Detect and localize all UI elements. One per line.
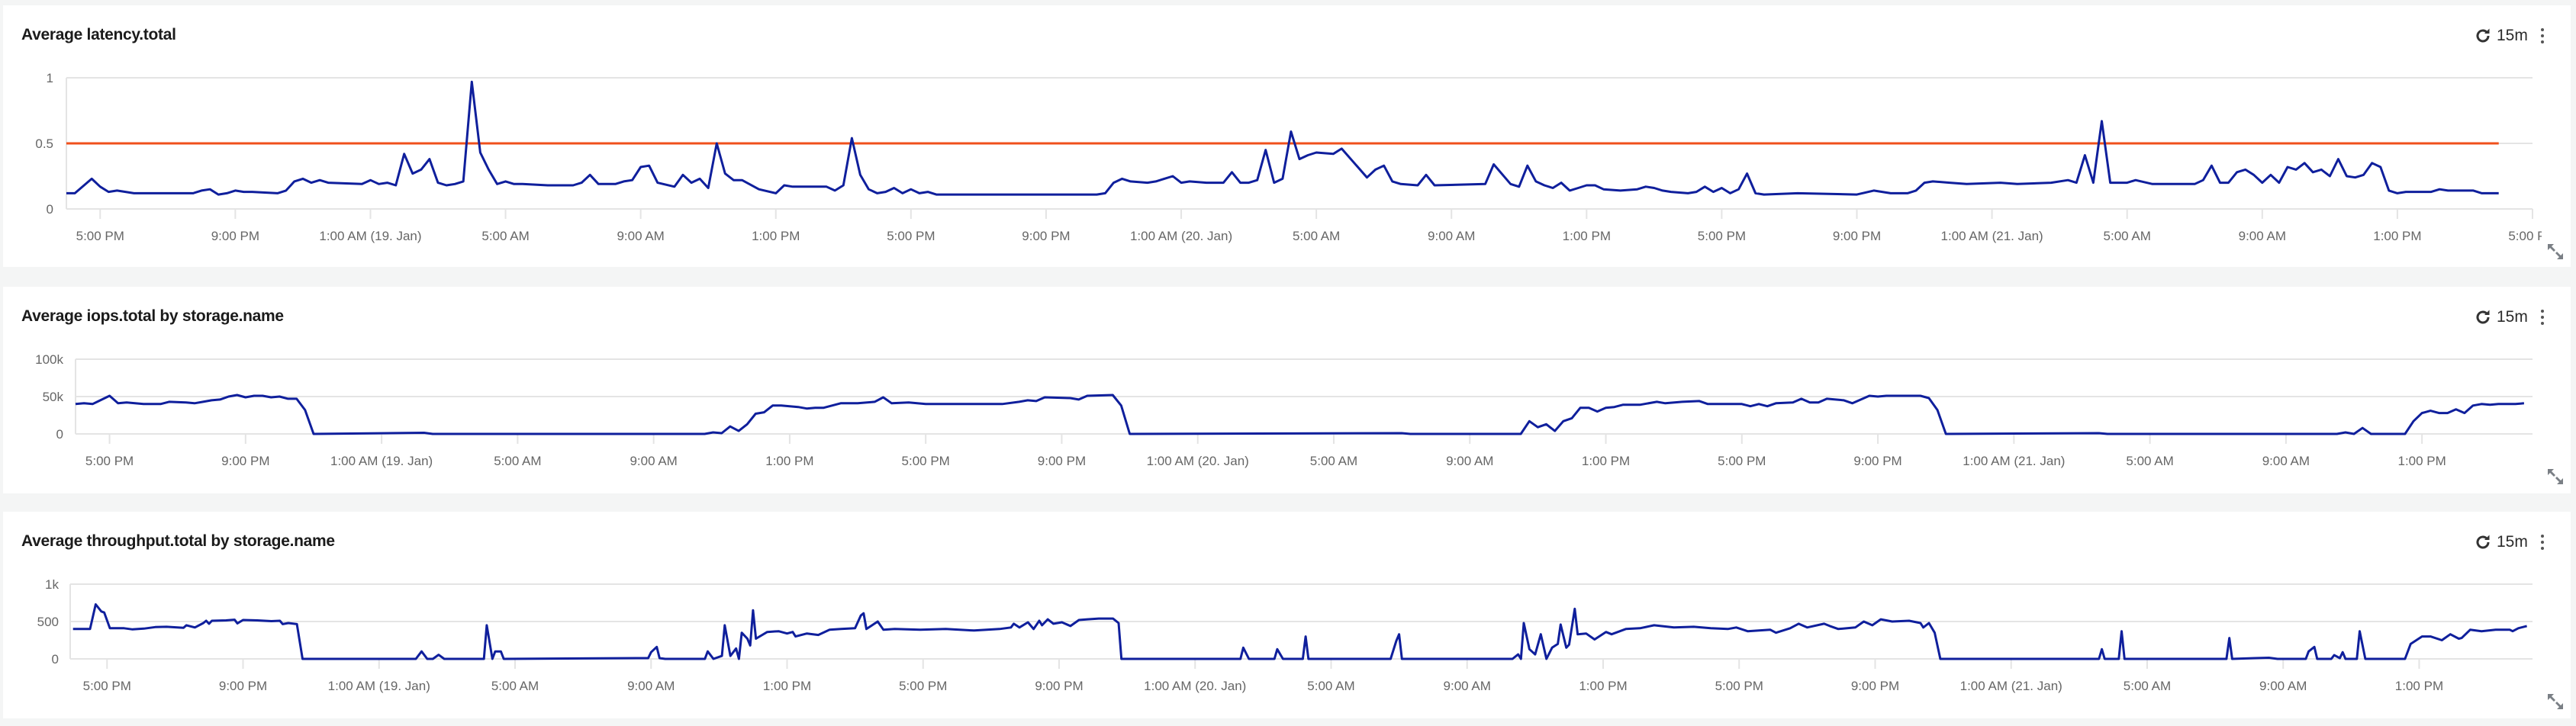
x-tick-label: 1:00 PM	[765, 454, 813, 468]
x-tick-label: 9:00 AM	[1444, 679, 1491, 693]
panel-title: Average throughput.total by storage.name	[21, 532, 335, 550]
x-tick-label: 9:00 PM	[1833, 229, 1881, 243]
panel-title: Average iops.total by storage.name	[21, 307, 284, 325]
y-tick-label: 100k	[35, 352, 63, 367]
series-line	[75, 394, 2525, 435]
x-tick-label: 5:00 AM	[1293, 229, 1340, 243]
x-tick-label: 1:00 PM	[1582, 454, 1630, 468]
x-tick-label: 1:00 AM (20. Jan)	[1147, 454, 1249, 468]
y-tick-label: 50k	[43, 390, 64, 404]
latency-chart: 00.515:00 PM 9:00 PM 1:00 AM (19. Jan) 5:00…	[35, 71, 2556, 243]
x-tick-label: 1:00 PM	[763, 679, 811, 693]
x-axis: 5:00 PM 9:00 PM 1:00 AM (19. Jan) 5:00 AM 9:…	[83, 659, 2443, 693]
series-line	[72, 603, 2527, 660]
x-tick-label: 5:00 AM	[494, 454, 541, 468]
x-tick-label: 1:00 AM (20. Jan)	[1130, 229, 1232, 243]
expand-icon[interactable]	[2545, 467, 2565, 487]
x-tick-label: 9:00 AM	[1428, 229, 1475, 243]
kebab-menu-icon[interactable]	[2539, 308, 2546, 326]
refresh-interval-button[interactable]: 15m	[2497, 27, 2528, 44]
x-tick-label: 1:00 AM (21. Jan)	[1960, 679, 2062, 693]
x-tick-label: 5:00 PM	[2508, 229, 2556, 243]
x-tick-label: 5:00 PM	[76, 229, 124, 243]
panel-controls: 15m	[2474, 532, 2546, 552]
refresh-icon[interactable]	[2474, 533, 2492, 551]
panel-title: Average latency.total	[21, 26, 176, 43]
y-tick-label: 1k	[45, 577, 59, 592]
x-tick-label: 1:00 AM (19. Jan)	[319, 229, 421, 243]
x-tick-label: 1:00 PM	[2397, 454, 2446, 468]
x-tick-label: 5:00 PM	[1715, 679, 1763, 693]
y-tick-label: 0.5	[35, 137, 53, 151]
x-tick-label: 9:00 PM	[1853, 454, 1901, 468]
x-tick-label: 9:00 PM	[1035, 679, 1083, 693]
throughput-panel: 0 500 1k 5:00 PM 9:00 PM 1:00 AM (19. Jan) 5:0…	[3, 512, 2571, 718]
x-tick-label: 9:00 AM	[2262, 454, 2310, 468]
x-tick-label: 9:00 PM	[219, 679, 267, 693]
y-tick-label: 1	[47, 71, 53, 85]
x-tick-label: 1:00 AM (19. Jan)	[328, 679, 430, 693]
x-tick-label: 1:00 PM	[2395, 679, 2443, 693]
x-tick-label: 1:00 AM (19. Jan)	[330, 454, 433, 468]
expand-icon[interactable]	[2545, 692, 2565, 712]
x-axis: 5:00 PM 9:00 PM 1:00 AM (19. Jan) 5:00 AM 9:…	[76, 209, 2556, 243]
latency-panel: 0 0.5 1 5:00 PM 9:00 PM 1:00 AM (19. Jan) 5:00…	[3, 5, 2571, 267]
x-tick-label: 5:00 AM	[481, 229, 529, 243]
x-axis: 5:00 PM 9:00 PM 1:00 AM (19. Jan) 5:00 AM 9:…	[85, 434, 2446, 468]
refresh-icon[interactable]	[2474, 27, 2492, 45]
x-tick-label: 5:00 AM	[2104, 229, 2151, 243]
x-tick-label: 5:00 AM	[1307, 679, 1354, 693]
x-tick-label: 5:00 PM	[83, 679, 131, 693]
panel-controls: 15m	[2474, 307, 2546, 327]
x-tick-label: 1:00 PM	[2373, 229, 2421, 243]
x-tick-label: 1:00 AM (20. Jan)	[1144, 679, 1246, 693]
x-tick-label: 9:00 PM	[1038, 454, 1086, 468]
x-tick-label: 9:00 AM	[1446, 454, 1493, 468]
x-tick-label: 1:00 PM	[752, 229, 800, 243]
x-tick-label: 9:00 PM	[221, 454, 269, 468]
kebab-menu-icon[interactable]	[2539, 27, 2546, 45]
x-tick-label: 1:00 PM	[1563, 229, 1611, 243]
y-tick-label: 0	[52, 652, 59, 667]
x-tick-label: 5:00 PM	[899, 679, 947, 693]
x-tick-label: 9:00 AM	[2259, 679, 2307, 693]
series-line	[66, 80, 2499, 196]
x-tick-label: 9:00 AM	[627, 679, 675, 693]
x-tick-label: 9:00 AM	[617, 229, 664, 243]
y-tick-label: 0	[56, 427, 63, 442]
refresh-icon[interactable]	[2474, 308, 2492, 326]
x-tick-label: 1:00 AM (21. Jan)	[1963, 454, 2065, 468]
panel-controls: 15m	[2474, 26, 2546, 46]
kebab-menu-icon[interactable]	[2539, 533, 2546, 551]
x-tick-label: 1:00 AM (21. Jan)	[1941, 229, 2043, 243]
x-tick-label: 5:00 AM	[2126, 454, 2173, 468]
y-tick-label: 0	[47, 202, 53, 217]
refresh-interval-button[interactable]: 15m	[2497, 308, 2528, 326]
x-tick-label: 9:00 PM	[1851, 679, 1899, 693]
x-tick-label: 9:00 PM	[1022, 229, 1070, 243]
x-tick-label: 5:00 PM	[1698, 229, 1746, 243]
x-tick-label: 5:00 PM	[902, 454, 950, 468]
x-tick-label: 1:00 PM	[1579, 679, 1627, 693]
x-tick-label: 5:00 AM	[1310, 454, 1357, 468]
x-tick-label: 5:00 PM	[1718, 454, 1766, 468]
x-tick-label: 5:00 AM	[2124, 679, 2171, 693]
expand-icon[interactable]	[2545, 242, 2565, 262]
x-tick-label: 5:00 PM	[85, 454, 134, 468]
x-tick-label: 9:00 PM	[211, 229, 259, 243]
refresh-interval-button[interactable]: 15m	[2497, 533, 2528, 551]
x-tick-label: 9:00 AM	[630, 454, 677, 468]
iops-panel: 0 50k 100k 5:00 PM 9:00 PM 1:00 AM (19. Jan) 5…	[3, 287, 2571, 493]
x-tick-label: 5:00 AM	[491, 679, 539, 693]
x-tick-label: 5:00 PM	[887, 229, 935, 243]
y-tick-label: 500	[37, 615, 59, 629]
x-tick-label: 9:00 AM	[2239, 229, 2286, 243]
